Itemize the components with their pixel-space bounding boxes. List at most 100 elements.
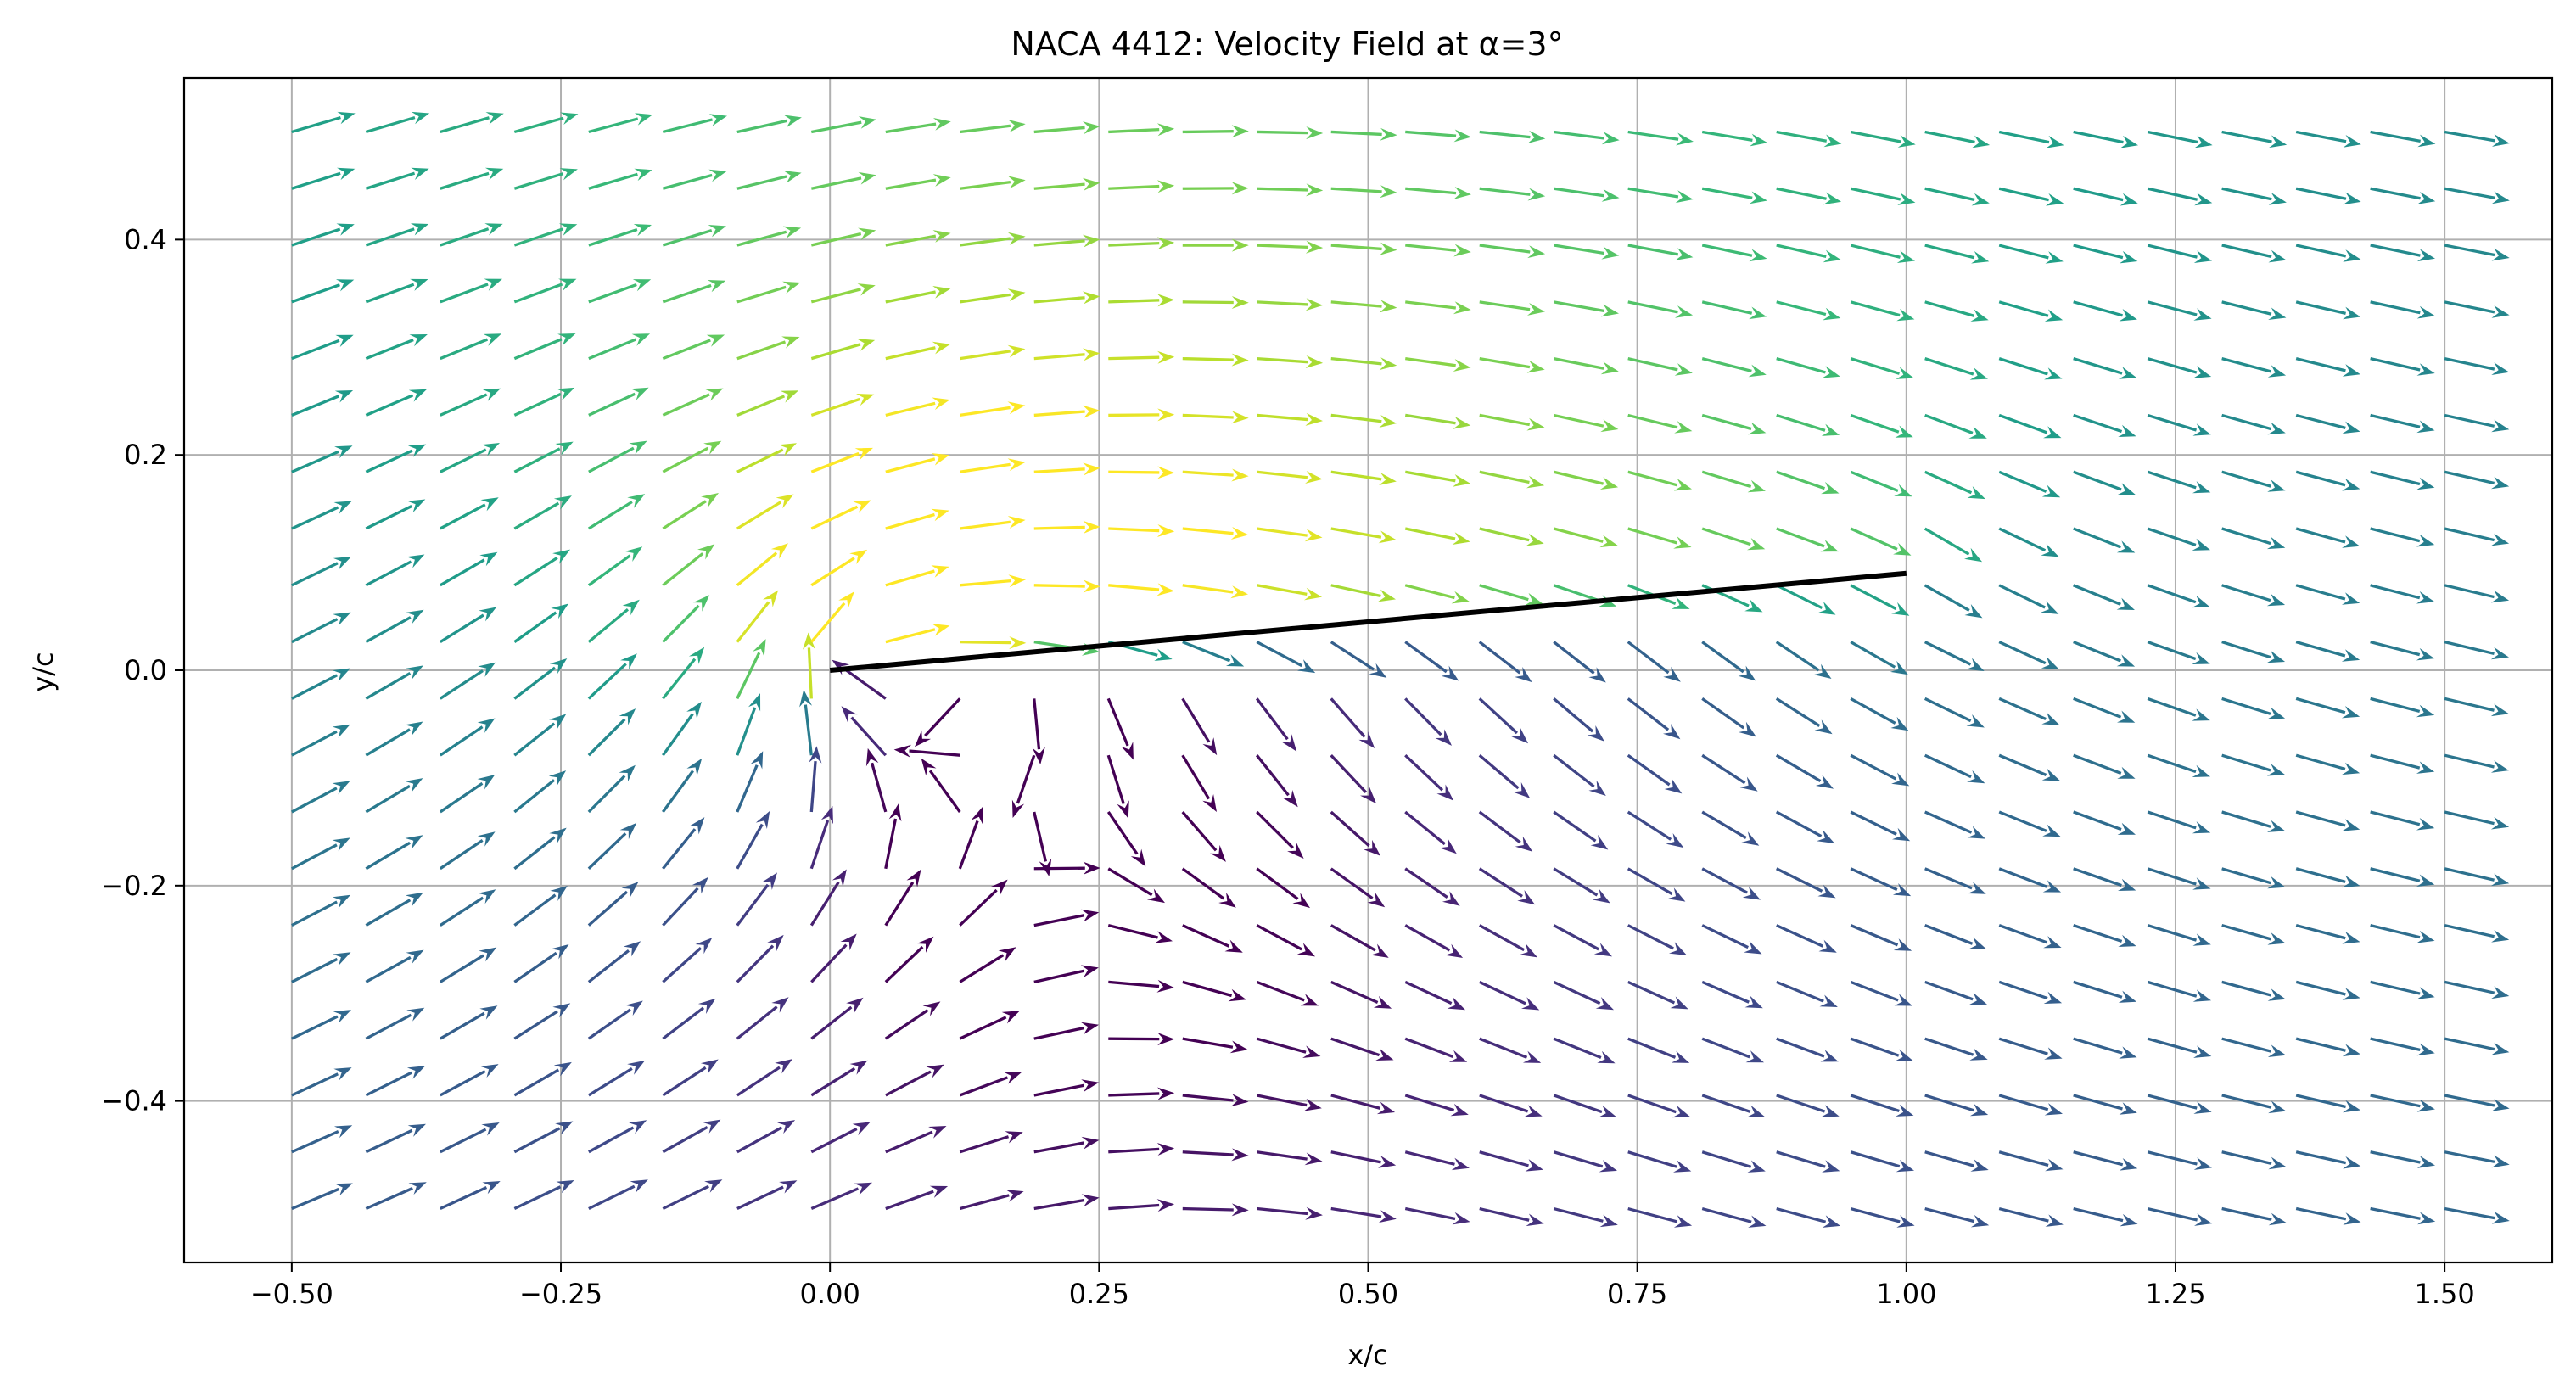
velocity-arrow xyxy=(1776,300,1841,321)
velocity-arrow xyxy=(1998,300,2064,322)
velocity-arrow xyxy=(2073,1206,2138,1227)
velocity-arrow xyxy=(587,599,640,643)
velocity-arrow xyxy=(1701,1094,1765,1117)
velocity-arrow xyxy=(1106,754,1129,819)
velocity-arrow xyxy=(1404,1206,1470,1225)
velocity-arrow xyxy=(2221,130,2288,148)
velocity-arrow xyxy=(2370,300,2435,319)
velocity-arrow xyxy=(1627,1206,1693,1228)
velocity-arrow xyxy=(1330,242,1397,255)
velocity-arrow xyxy=(810,447,873,473)
velocity-arrow xyxy=(662,225,726,247)
velocity-arrow xyxy=(513,827,567,871)
velocity-arrow xyxy=(513,387,575,417)
velocity-arrow xyxy=(1924,867,1986,894)
velocity-arrow xyxy=(365,835,423,871)
velocity-arrow xyxy=(1553,641,1606,683)
velocity-arrow xyxy=(1011,754,1036,818)
velocity-arrow xyxy=(1998,641,2060,670)
velocity-arrow xyxy=(1404,1150,1470,1171)
velocity-arrow xyxy=(1627,980,1688,1010)
velocity-arrow xyxy=(1850,357,1914,379)
velocity-arrow xyxy=(1776,244,1841,263)
velocity-arrow xyxy=(1108,180,1175,193)
velocity-arrow xyxy=(662,114,727,134)
velocity-arrow xyxy=(365,1182,427,1211)
velocity-arrow xyxy=(588,113,653,134)
velocity-arrow xyxy=(1627,641,1681,682)
velocity-arrow xyxy=(1108,1143,1175,1156)
velocity-arrow xyxy=(960,636,1027,650)
velocity-arrow xyxy=(810,997,864,1040)
velocity-arrow xyxy=(2221,1037,2287,1057)
velocity-arrow xyxy=(1404,527,1470,545)
velocity-arrow xyxy=(291,781,350,814)
velocity-arrow xyxy=(960,401,1026,417)
velocity-arrow xyxy=(736,171,802,190)
velocity-arrow xyxy=(1330,1037,1394,1061)
x-tick-label: −0.50 xyxy=(250,1278,333,1310)
velocity-arrow xyxy=(513,1121,574,1154)
velocity-arrow xyxy=(2147,413,2211,436)
velocity-arrow xyxy=(2073,1150,2138,1171)
velocity-arrow xyxy=(2147,527,2210,551)
velocity-arrow xyxy=(2295,923,2360,944)
velocity-arrow xyxy=(1701,697,1756,737)
velocity-arrow xyxy=(810,500,871,530)
velocity-arrow xyxy=(1850,810,1911,842)
velocity-arrow xyxy=(440,1122,500,1154)
velocity-arrow xyxy=(588,1120,647,1154)
velocity-arrow xyxy=(2370,244,2435,262)
velocity-arrow xyxy=(2073,300,2137,322)
velocity-arrow xyxy=(736,872,777,927)
velocity-arrow xyxy=(1998,810,2061,837)
velocity-arrow xyxy=(1330,413,1397,428)
velocity-arrow xyxy=(1776,527,1839,552)
velocity-arrow xyxy=(2370,130,2436,148)
velocity-arrow xyxy=(365,278,428,304)
velocity-arrow xyxy=(1998,697,2060,725)
velocity-arrow xyxy=(365,1007,425,1040)
velocity-arrow xyxy=(513,495,572,530)
velocity-arrow xyxy=(2221,413,2286,435)
velocity-arrow xyxy=(291,724,350,757)
velocity-arrow xyxy=(1330,1206,1397,1223)
velocity-arrow xyxy=(1257,527,1323,542)
velocity-arrow xyxy=(1627,470,1692,491)
velocity-arrow xyxy=(1032,698,1045,764)
velocity-arrow xyxy=(893,744,960,758)
velocity-arrow xyxy=(1924,300,1989,322)
velocity-arrow xyxy=(1405,187,1471,199)
velocity-arrow xyxy=(2147,470,2211,494)
velocity-arrow xyxy=(736,115,802,134)
velocity-arrow xyxy=(1479,244,1546,259)
velocity-arrow xyxy=(291,612,351,644)
velocity-arrow xyxy=(2370,697,2435,718)
velocity-arrow xyxy=(2147,1150,2212,1170)
velocity-arrow xyxy=(1701,130,1768,147)
velocity-arrow xyxy=(662,938,713,983)
velocity-arrow xyxy=(440,1181,501,1211)
velocity-arrow xyxy=(2444,753,2509,773)
velocity-arrow xyxy=(662,544,715,587)
velocity-arrow xyxy=(1627,810,1684,848)
velocity-arrow xyxy=(662,493,719,530)
velocity-arrow xyxy=(662,998,716,1040)
velocity-arrow xyxy=(2147,810,2211,834)
velocity-arrow xyxy=(1701,1150,1766,1173)
velocity-arrow xyxy=(2147,867,2211,890)
velocity-arrow xyxy=(2221,244,2287,263)
y-tick-label: −0.2 xyxy=(101,870,167,902)
velocity-arrow xyxy=(587,882,639,927)
velocity-arrow xyxy=(2370,1206,2436,1225)
velocity-arrow xyxy=(1033,1022,1100,1040)
velocity-arrow xyxy=(1108,1199,1175,1212)
y-tick-label: 0.0 xyxy=(124,654,167,686)
velocity-arrow xyxy=(1627,867,1686,902)
velocity-arrow xyxy=(2444,1150,2510,1168)
velocity-arrow xyxy=(1405,356,1471,372)
velocity-arrow xyxy=(440,497,499,530)
velocity-arrow xyxy=(1330,356,1397,371)
velocity-arrow xyxy=(2221,584,2286,607)
velocity-arrow xyxy=(2073,244,2138,264)
